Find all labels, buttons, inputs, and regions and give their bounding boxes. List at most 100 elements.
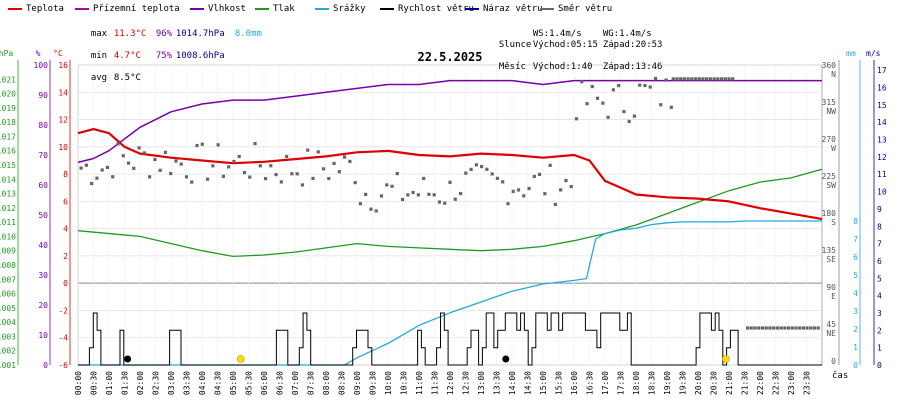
axis-degc-tick: 10 <box>58 143 68 152</box>
x-tick-label: 21:30 <box>741 371 750 395</box>
wind-direction-point <box>705 77 709 81</box>
axis-wind-tick: 10 <box>877 188 887 197</box>
wind-direction-point <box>775 326 779 330</box>
wind-direction-point <box>543 192 547 196</box>
wind-direction-point <box>263 177 268 181</box>
axis-degc-tick: 4 <box>63 225 68 234</box>
wind-direction-point <box>364 192 368 196</box>
legend-label: Teplota <box>26 4 64 14</box>
axis-degc-tick: 8 <box>63 170 68 179</box>
x-tick-label: 16:30 <box>586 371 595 395</box>
axis-hpa-tick: 1008 <box>0 261 16 270</box>
astro-set: Západ:20:53 Západ:13:46 <box>592 29 663 73</box>
sun-rise: Východ:05:15 <box>532 40 598 50</box>
wind-direction-point <box>432 193 436 197</box>
x-tick-label: 03:00 <box>167 371 176 395</box>
wind-direction-point <box>753 326 757 330</box>
x-tick-label: 15:00 <box>539 371 548 395</box>
wind-direction-point <box>501 180 505 184</box>
axis-rain-tick: 8 <box>853 217 858 226</box>
axis-hpa-tick: 1016 <box>0 147 16 156</box>
axis-dir-tick: SE <box>826 255 836 264</box>
wind-direction-point <box>708 77 712 81</box>
wind-direction-point <box>638 83 642 87</box>
wind-direction-point <box>516 188 521 192</box>
wind-direction-point <box>195 143 199 148</box>
wind-direction-point <box>812 326 817 330</box>
x-tick-label: 11:30 <box>431 371 440 395</box>
wind-direction-point <box>84 163 88 167</box>
axis-wind-tick: 8 <box>877 222 882 231</box>
sun-rise-marker <box>236 355 245 363</box>
x-tick-label: 01:00 <box>105 371 114 395</box>
x-tick-label: 13:30 <box>493 371 502 395</box>
wind-direction-point <box>458 191 463 196</box>
x-tick-label: 02:00 <box>136 371 145 395</box>
axis-dir-tick: 135 <box>822 246 837 255</box>
x-tick-label: 20:00 <box>694 371 703 395</box>
axis-pct-tick: 0 <box>43 361 48 370</box>
wind-direction-point <box>79 166 83 170</box>
legend-label: Srážky <box>333 4 366 14</box>
axis-wind-label: m/s <box>866 49 881 58</box>
wind-direction-point <box>601 101 605 105</box>
wind-direction-point <box>746 326 750 330</box>
wind-direction-point <box>416 193 420 197</box>
axis-dir-tick: NW <box>826 107 836 116</box>
x-tick-label: 22:30 <box>772 371 781 395</box>
axis-dir-tick: 90 <box>826 283 836 292</box>
wind-direction-point <box>353 181 357 185</box>
wind-direction-point <box>511 189 515 193</box>
axis-wind-tick: 3 <box>877 309 882 318</box>
axis-dir-tick: 225 <box>822 172 837 181</box>
wind-direction-point <box>559 188 563 192</box>
axis-hpa-tick: 1003 <box>0 332 16 341</box>
axis-hpa-tick: 1010 <box>0 232 16 241</box>
wind-direction-point <box>258 164 262 168</box>
series-wind-speed <box>78 312 822 366</box>
stats-temp: 11.3°C 4.7°C 8.5°C <box>103 18 147 84</box>
legend-item: Přízemní teplota <box>75 3 180 15</box>
axis-hpa-tick: 1017 <box>0 132 16 141</box>
wind-direction-point <box>723 77 727 81</box>
x-tick-label: 01:30 <box>121 371 130 395</box>
wind-direction-point <box>190 180 194 184</box>
wind-direction-point <box>411 190 415 195</box>
axis-rain-tick: 0 <box>853 361 858 370</box>
x-tick-label: 18:00 <box>632 371 641 395</box>
wind-direction-point <box>749 326 753 330</box>
axis-rain-tick: 3 <box>853 307 858 316</box>
wind-direction-point <box>590 84 594 89</box>
x-tick-label: 08:30 <box>338 371 347 395</box>
min-temp: 4.7°C <box>113 51 141 61</box>
wind-direction-point <box>369 207 373 211</box>
legend-item: Tlak <box>255 3 295 15</box>
axis-pct-label: % <box>36 49 41 58</box>
wind-direction-point <box>757 326 761 330</box>
wind-direction-point <box>379 194 384 198</box>
axis-dir-tick: SW <box>826 181 836 190</box>
wind-direction-point <box>232 159 236 164</box>
axis-degc-label: °C <box>53 49 63 58</box>
wind-direction-point <box>306 148 310 152</box>
x-tick-label: 20:30 <box>710 371 719 395</box>
wind-direction-point <box>617 83 621 88</box>
wind-direction-point <box>116 142 120 146</box>
wind-direction-point <box>211 164 215 168</box>
legend-item: Rychlost větru <box>380 3 474 15</box>
axis-hpa-label: hPa <box>0 49 13 58</box>
legend-swatch <box>75 8 89 10</box>
wind-direction-point <box>348 159 352 163</box>
axis-rain-tick: 4 <box>853 289 858 298</box>
legend-swatch <box>190 8 204 10</box>
axis-pct-tick: 40 <box>38 241 48 250</box>
axis-pct-tick: 80 <box>38 121 48 130</box>
moon-set-marker <box>502 355 510 363</box>
wind-direction-point <box>163 150 168 154</box>
axis-rain-tick: 7 <box>853 235 858 244</box>
axis-hpa-tick: 1004 <box>0 318 16 327</box>
wind-direction-point <box>464 171 468 175</box>
wind-direction-point <box>574 117 579 121</box>
